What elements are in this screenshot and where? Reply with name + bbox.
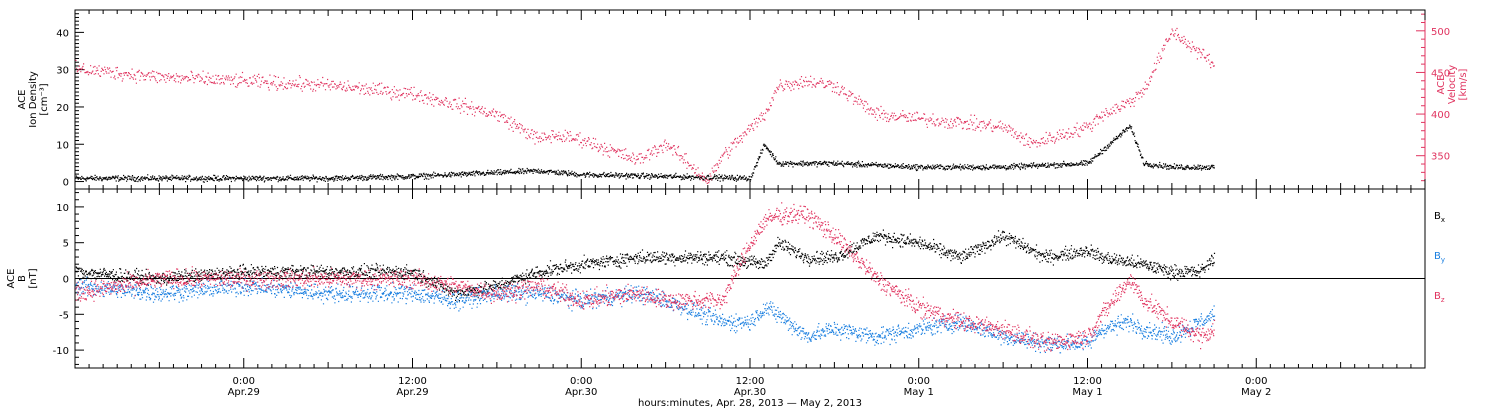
b-tick-label: -5 <box>59 310 69 321</box>
bx-series-points <box>75 229 1216 302</box>
b-tick-label: 10 <box>56 203 69 214</box>
legend-bz: Bz <box>1434 291 1445 304</box>
velocity-series <box>75 27 1215 185</box>
velocity-tick-label: 450 <box>1431 68 1450 79</box>
b-axis-title: ACE B [nT] <box>6 268 39 288</box>
date-tick-label: May 1 <box>1072 387 1102 398</box>
date-tick-label: Apr.30 <box>734 387 766 398</box>
density-tick-label: 0 <box>63 178 69 189</box>
time-tick-label: 0:00 <box>233 376 255 387</box>
density-axis-title: ACE Ion Density [cm⁻³] <box>17 71 50 128</box>
b-tick-label: 5 <box>63 239 69 250</box>
velocity-axis-title: ACE Velocity [km/s] <box>1436 65 1469 104</box>
density-tick-label: 20 <box>56 103 69 114</box>
density-tick-label: 40 <box>56 28 69 39</box>
time-tick-label: 12:00 <box>398 376 427 387</box>
date-tick-label: May 1 <box>904 387 934 398</box>
time-tick-label: 0:00 <box>1245 376 1267 387</box>
b-axis-title-line: ACE <box>6 269 17 289</box>
by-series-points <box>75 276 1216 354</box>
date-tick-label: May 2 <box>1241 387 1271 398</box>
b-tick-label: -10 <box>53 346 69 357</box>
velocity-series-points <box>75 27 1215 185</box>
density-tick-label: 10 <box>56 140 69 151</box>
x-axis-title: hours:minutes, Apr. 28, 2013 — May 2, 20… <box>638 398 862 409</box>
b-axis-title-line: B <box>17 275 28 282</box>
legend-by: By <box>1434 251 1445 264</box>
time-tick-label: 12:00 <box>1073 376 1102 387</box>
density-tick-label: 30 <box>56 66 69 77</box>
bz-series-points <box>75 202 1216 352</box>
density-axis-title-line: ACE <box>17 90 28 110</box>
density-axis-title-line: [cm⁻³] <box>39 83 50 115</box>
top-panel-frame <box>74 9 1426 190</box>
bz-series <box>75 202 1216 352</box>
velocity-axis-title-line: [km/s] <box>1458 68 1469 100</box>
time-tick-label: 0:00 <box>908 376 930 387</box>
by-series <box>75 276 1216 354</box>
velocity-axis-title-line: ACE <box>1436 75 1447 95</box>
date-tick-label: Apr.29 <box>396 387 428 398</box>
density-series-points <box>75 124 1215 183</box>
velocity-axis-title-line: Velocity <box>1447 65 1458 104</box>
velocity-tick-label: 350 <box>1431 152 1450 163</box>
x-axis: 0:00Apr.2912:00Apr.290:00Apr.3012:00Apr.… <box>74 10 1426 398</box>
velocity-tick-label: 400 <box>1431 110 1450 121</box>
legend-bx: Bx <box>1434 211 1445 224</box>
density-axis-title-line: Ion Density <box>28 71 39 128</box>
bottom-panel: -10 -5 0 5 10 ACE B [nT] Bx By Bz <box>6 188 1445 369</box>
b-axis-title-line: [nT] <box>28 268 39 288</box>
velocity-tick-label: 500 <box>1431 27 1450 38</box>
time-tick-label: 12:00 <box>736 376 765 387</box>
date-tick-label: Apr.30 <box>565 387 597 398</box>
bx-series <box>75 229 1216 302</box>
date-tick-label: Apr.29 <box>228 387 260 398</box>
time-tick-label: 0:00 <box>570 376 592 387</box>
b-tick-label: 0 <box>63 275 69 286</box>
density-series <box>75 124 1215 183</box>
